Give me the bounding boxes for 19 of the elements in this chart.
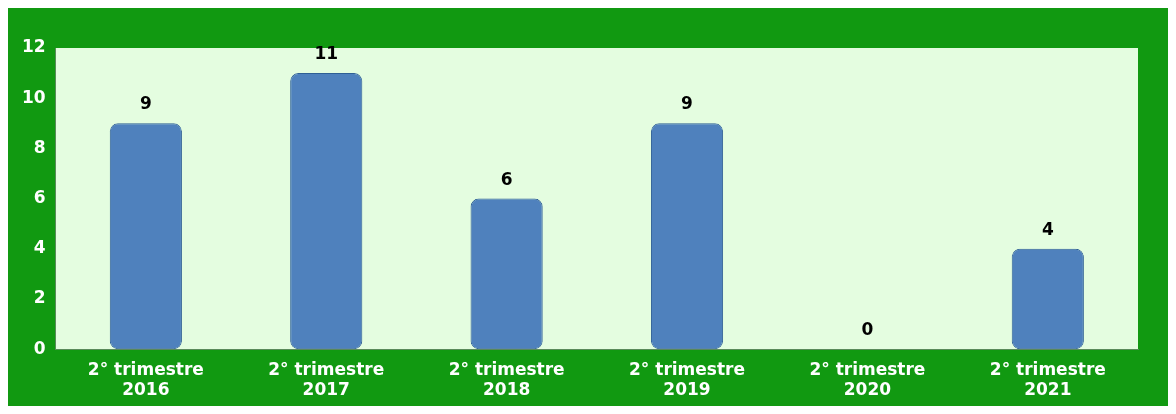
x-tick-label: 2° trimestre 2016	[87, 358, 204, 400]
data-label: 0	[861, 319, 874, 340]
y-tick-label: 12	[21, 36, 46, 57]
x-tick-label: 2° trimestre 2019	[629, 358, 746, 400]
x-tick-label: 2° trimestre 2017	[268, 358, 385, 400]
y-tick-label: 6	[33, 187, 46, 208]
data-label: 11	[314, 43, 339, 64]
x-tick-label: 2° trimestre 2018	[448, 358, 565, 400]
data-label: 9	[139, 93, 152, 114]
data-label: 9	[681, 93, 693, 114]
data-label: 6	[500, 168, 513, 189]
x-tick-label: 2° trimestre 2021	[989, 358, 1106, 400]
y-tick-label: 8	[33, 136, 46, 157]
y-tick-label: 2	[33, 287, 46, 308]
data-label: 4	[1041, 218, 1054, 239]
y-tick-label: 4	[33, 237, 46, 258]
y-tick-label: 10	[21, 86, 46, 107]
x-tick-label: 2° trimestre 2020	[809, 358, 926, 400]
y-tick-label: 0	[33, 337, 46, 358]
